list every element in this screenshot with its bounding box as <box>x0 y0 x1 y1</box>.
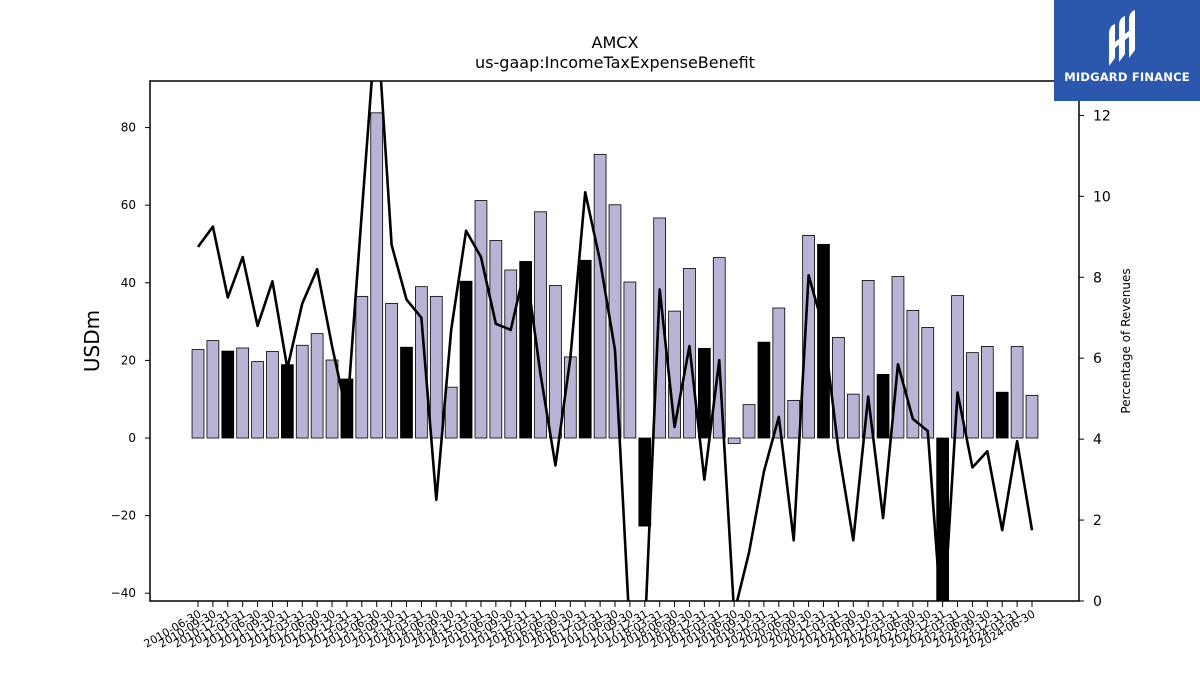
y-axis-label: USDm <box>80 310 104 372</box>
bar <box>742 404 756 439</box>
bar <box>474 200 488 439</box>
y-tick-label: −40 <box>111 586 136 600</box>
bar <box>459 280 473 439</box>
bar <box>727 437 741 444</box>
bar <box>310 333 324 439</box>
bar <box>891 276 905 439</box>
bar <box>951 295 964 439</box>
bar <box>280 364 294 439</box>
bar <box>861 280 875 439</box>
line-path <box>196 81 1034 601</box>
y-tick-label: 40 <box>121 276 136 290</box>
bar <box>802 235 815 439</box>
y-tick-label: −20 <box>111 509 136 523</box>
bar <box>295 344 309 439</box>
bar <box>221 350 235 439</box>
y-right-tick-label: 2 <box>1093 513 1102 529</box>
bar <box>355 295 369 439</box>
bar <box>385 302 398 439</box>
bar <box>266 351 279 439</box>
bar <box>757 341 771 439</box>
y-tick-label: 80 <box>121 121 136 135</box>
bar <box>444 386 458 439</box>
brand-logo: MIDGARD FINANCE <box>1054 0 1200 101</box>
bar <box>489 240 503 439</box>
y-right-tick-label: 10 <box>1093 189 1111 205</box>
bar <box>698 347 711 439</box>
bar <box>817 243 830 439</box>
bar-series <box>191 112 1039 601</box>
y-right-tick-label: 6 <box>1093 351 1102 367</box>
y-axis-right-label: Percentage of Revenues <box>1119 268 1133 413</box>
bar <box>1025 394 1039 439</box>
y-right-tick-label: 4 <box>1093 432 1102 448</box>
bar <box>593 153 607 439</box>
bar <box>578 259 592 439</box>
bar <box>370 112 384 439</box>
bar <box>787 399 801 439</box>
chart-title: AMCX <box>592 33 639 52</box>
bar <box>876 373 890 439</box>
bar <box>653 217 667 439</box>
bar <box>251 361 264 439</box>
bar <box>206 340 220 439</box>
logo-text: MIDGARD FINANCE <box>1064 70 1190 84</box>
line-series <box>196 81 1034 601</box>
bar <box>400 346 413 439</box>
bar <box>519 261 533 439</box>
y-right-tick-label: 8 <box>1093 270 1102 286</box>
y-tick-label: 0 <box>128 431 136 445</box>
bar <box>1010 346 1024 439</box>
bar <box>980 346 994 439</box>
y-tick-label: 20 <box>121 353 136 367</box>
logo-icon <box>1109 10 1135 66</box>
bar <box>966 352 979 439</box>
y-tick-label: 60 <box>121 198 136 212</box>
bar <box>504 269 518 439</box>
bar <box>549 285 562 439</box>
axes: −40−200204060800246810122010-06-302010-0… <box>111 80 1111 651</box>
bar <box>191 349 205 439</box>
chart-subtitle: us-gaap:IncomeTaxExpenseBenefit <box>475 53 755 72</box>
bar <box>429 295 443 439</box>
bar <box>712 257 726 439</box>
bar <box>906 309 920 439</box>
bar <box>772 307 786 439</box>
bar <box>325 359 339 439</box>
bar <box>995 391 1009 439</box>
y-right-tick-label: 12 <box>1093 108 1111 124</box>
bar <box>846 393 860 439</box>
bar <box>623 281 637 439</box>
bar <box>415 286 428 439</box>
bar <box>921 327 935 439</box>
y-right-tick-label: 0 <box>1093 594 1102 610</box>
bar <box>236 347 250 439</box>
bar <box>832 337 845 439</box>
